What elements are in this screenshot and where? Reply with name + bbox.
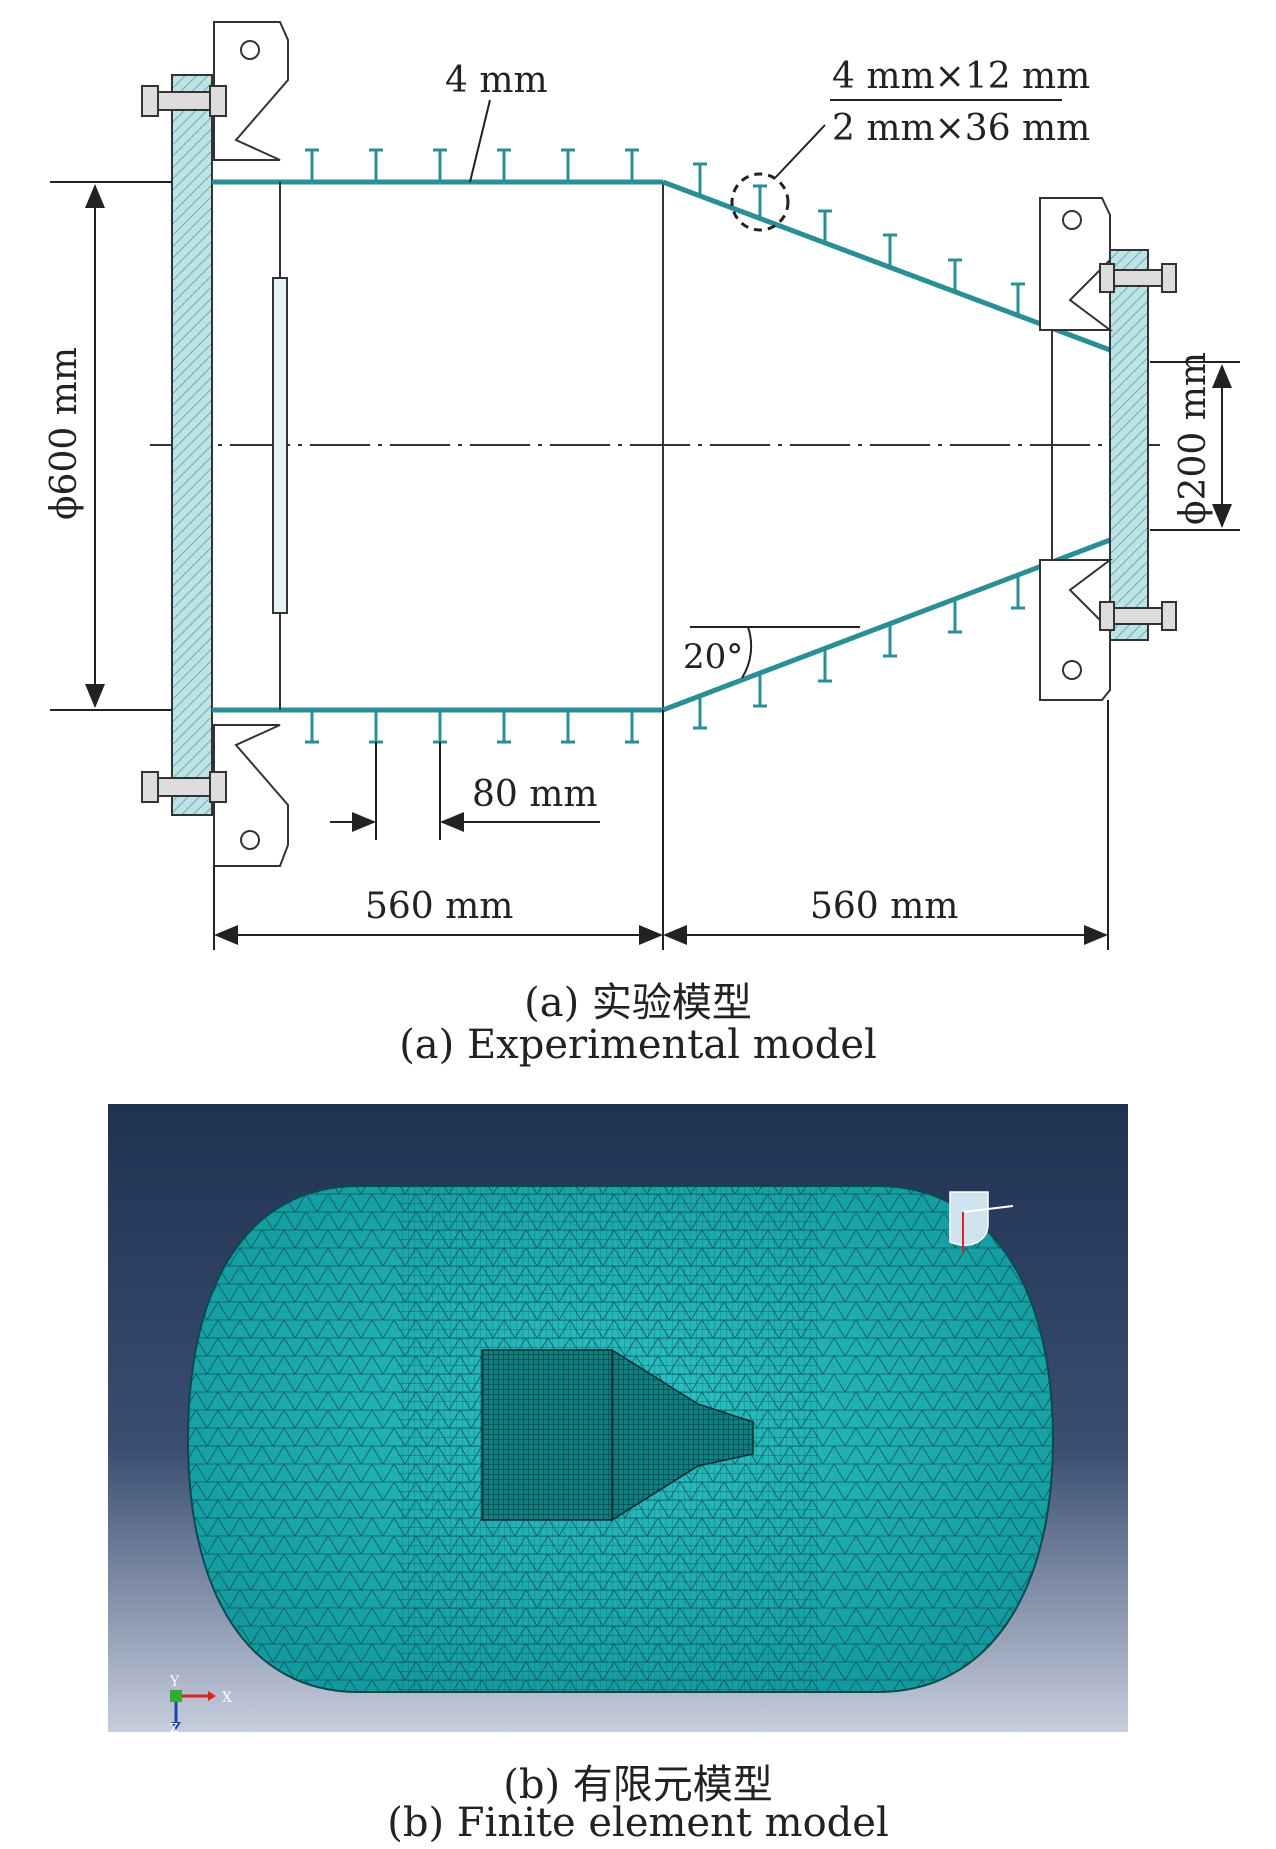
view-orientation-cube-icon (949, 1191, 1014, 1252)
finite-element-render: X Y Z (108, 1104, 1128, 1735)
triad-y-label: Y (169, 1674, 180, 1690)
stiffener-size-bottom: 2 mm×36 mm (832, 108, 1090, 149)
cone-bottom-wall (662, 537, 1111, 713)
caption-a-english: (a) Experimental model (399, 1022, 877, 1068)
experimental-model-figure: 4 mm 4 mm×12 mm 2 mm×36 mm ϕ600 mm ϕ200 … (44, 21, 1240, 950)
cone-top-wall (662, 179, 1111, 353)
finite-element-figure: X Y Z (108, 1104, 1128, 1735)
left-lug-top (213, 21, 289, 161)
spacing-label: 80 mm (472, 774, 598, 815)
wall-thickness-label: 4 mm (445, 60, 548, 101)
big-diameter-label: ϕ600 mm (44, 347, 85, 520)
right-lug-bottom (1039, 559, 1113, 701)
test-model-mesh (481, 1348, 754, 1522)
right-flange (1109, 249, 1149, 641)
stiffener-callout-circle (730, 172, 790, 232)
caption-b-english: (b) Finite element model (387, 1800, 889, 1846)
left-flange (171, 74, 213, 816)
caption-a-chinese: (a) 实验模型 (524, 980, 752, 1026)
coordinate-triad-icon (170, 1690, 216, 1730)
cone-angle-label: 20° (683, 637, 743, 677)
triad-z-label: Z (170, 1721, 178, 1732)
caption-b-chinese: (b) 有限元模型 (503, 1762, 773, 1808)
triad-x-label: X (222, 1690, 232, 1706)
inner-ring (272, 277, 288, 614)
cone-length-label: 560 mm (810, 886, 958, 927)
experimental-model-drawing: 4 mm 4 mm×12 mm 2 mm×36 mm ϕ600 mm ϕ200 … (44, 21, 1240, 950)
small-diameter-label: ϕ200 mm (1173, 352, 1214, 525)
left-lug-bottom (213, 724, 289, 867)
cylinder-length-label: 560 mm (365, 886, 513, 927)
right-lug-top (1039, 197, 1113, 331)
stiffener-size-top: 4 mm×12 mm (832, 56, 1090, 97)
